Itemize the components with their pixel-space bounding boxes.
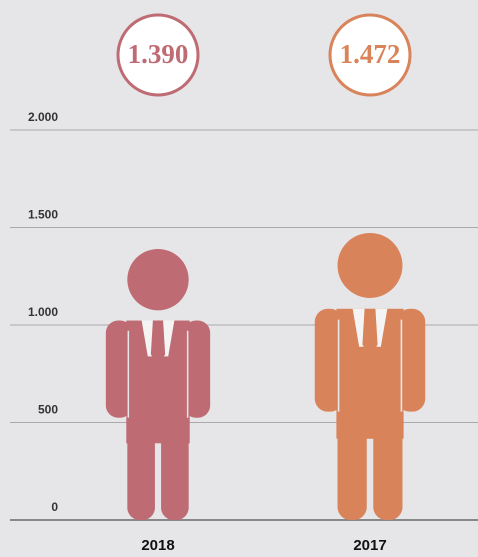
person-figure — [314, 232, 426, 520]
y-tick-label: 0 — [51, 500, 58, 514]
x-tick-label: 2017 — [353, 537, 386, 554]
right-arm — [397, 308, 426, 412]
right-leg — [161, 407, 189, 520]
x-tick-label: 2018 — [141, 537, 174, 554]
tie — [362, 308, 378, 358]
left-leg — [337, 400, 367, 520]
head — [127, 248, 189, 311]
y-tick-label: 1.500 — [28, 208, 58, 222]
tie — [150, 320, 166, 367]
y-tick-label: 500 — [38, 403, 58, 417]
value-badge — [116, 13, 200, 97]
y-tick-label: 1.000 — [28, 305, 58, 319]
left-arm — [314, 308, 343, 412]
right-arm — [183, 320, 211, 418]
value-label: 1.390 — [128, 39, 189, 69]
left-leg — [127, 407, 155, 520]
head — [337, 232, 403, 298]
value-label: 1.472 — [340, 39, 401, 69]
y-tick-label: 2.000 — [28, 110, 58, 124]
right-leg — [373, 400, 403, 520]
left-arm — [105, 320, 133, 418]
value-badge — [328, 13, 412, 97]
person-figure — [105, 248, 211, 520]
